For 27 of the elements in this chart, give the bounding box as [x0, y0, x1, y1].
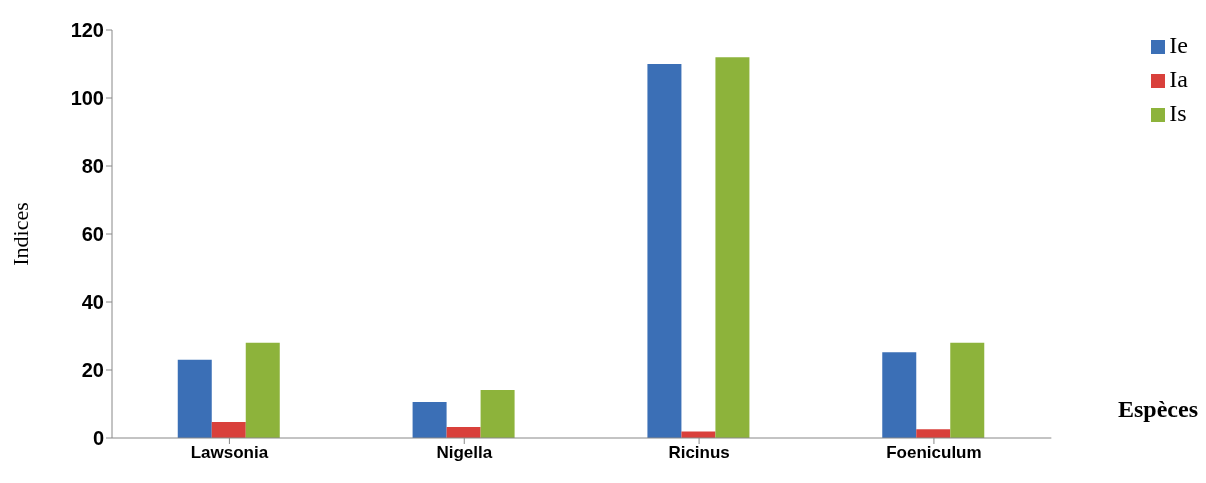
y-tick-label: 100 — [70, 87, 104, 110]
legend-label: Is — [1169, 100, 1187, 126]
y-axis-title: Indices — [7, 202, 33, 266]
x-tick-label: Ricinus — [668, 443, 730, 463]
bar — [177, 359, 212, 438]
x-tick-label: Nigella — [436, 443, 493, 463]
bar — [245, 342, 280, 438]
bar — [950, 342, 985, 438]
bar — [882, 352, 917, 438]
y-tick-label: 40 — [81, 291, 104, 314]
x-axis-title: Espèces — [1118, 396, 1198, 423]
bar — [480, 390, 515, 438]
y-tick-label: 80 — [81, 155, 104, 178]
y-tick-label: 60 — [81, 223, 104, 246]
y-tick-label: 0 — [92, 427, 104, 450]
bar — [715, 57, 750, 438]
bar — [647, 64, 682, 438]
x-tick-label: Lawsonia — [190, 443, 269, 463]
y-tick-label: 120 — [70, 19, 104, 42]
bar — [446, 427, 481, 438]
bar — [916, 429, 951, 438]
legend-label: Ia — [1169, 66, 1188, 92]
y-tick-label: 20 — [81, 359, 104, 382]
x-tick-label: Foeniculum — [886, 443, 982, 463]
legend-label: Ie — [1169, 32, 1188, 58]
bar — [412, 401, 447, 438]
bar — [211, 422, 246, 438]
